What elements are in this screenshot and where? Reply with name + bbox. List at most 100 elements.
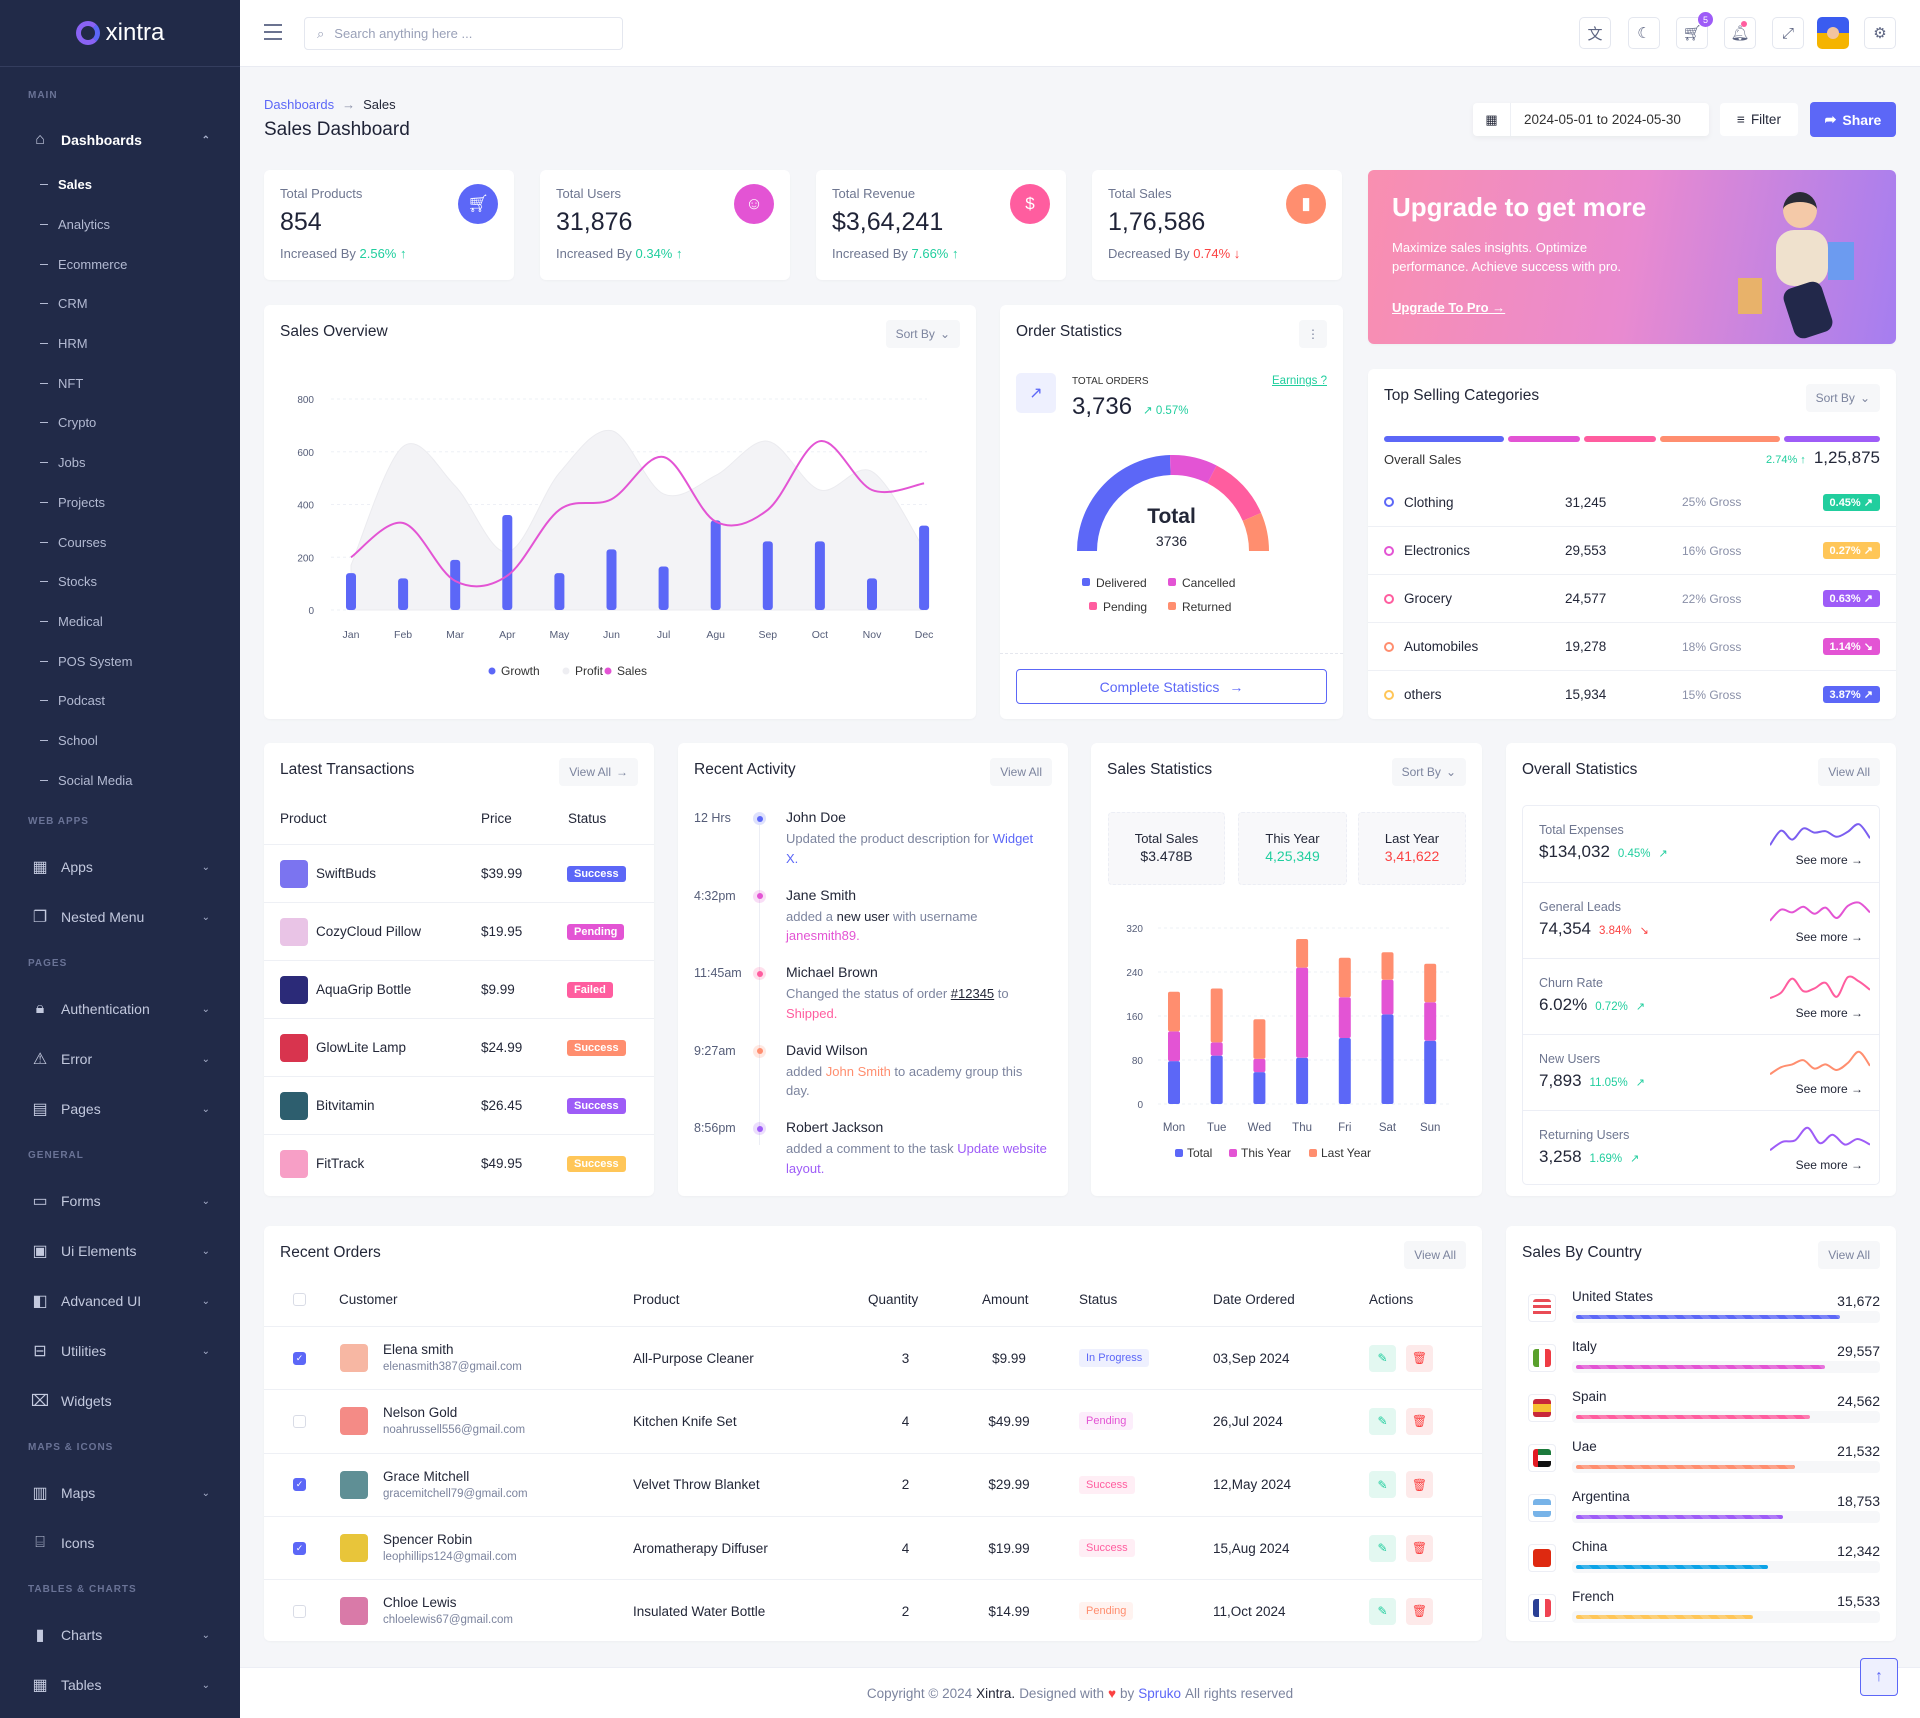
share-button[interactable]: ➦ Share xyxy=(1810,102,1896,137)
view-all-button[interactable]: View All xyxy=(1404,1241,1466,1269)
complete-statistics-button[interactable]: Complete Statistics → xyxy=(1016,669,1327,704)
table-row[interactable]: Nelson Gold noahrussell556@gmail.com Kitch… xyxy=(264,1389,1482,1452)
activity-link[interactable]: new user xyxy=(836,908,890,924)
sidebar-subitem-ecommerce[interactable]: Ecommerce xyxy=(0,244,240,284)
sidebar-item-nested-menu[interactable]: ❐ Nested Menu ⌄ xyxy=(0,892,240,942)
sidebar-subitem-crm[interactable]: CRM xyxy=(0,284,240,324)
table-row[interactable]: ✓ Spencer Robin leophillips124@gmail.com Ar… xyxy=(264,1515,1482,1579)
sidebar-subitem-hrm[interactable]: HRM xyxy=(0,324,240,364)
sort-by-dropdown[interactable]: Sort By ⌄ xyxy=(1391,758,1466,786)
notifications-button[interactable]: 🔔︎ xyxy=(1724,17,1756,49)
table-row[interactable]: FitTrack $49.95 Success xyxy=(264,1134,654,1192)
fullscreen-button[interactable]: ⤢ xyxy=(1772,17,1804,49)
earnings-link[interactable]: Earnings ? xyxy=(1272,375,1327,387)
edit-button[interactable]: ✎ xyxy=(1369,1344,1396,1372)
activity-link[interactable]: John Smith xyxy=(825,1063,891,1079)
sidebar-subitem-school[interactable]: School xyxy=(0,721,240,761)
sidebar-subitem-social-media[interactable]: Social Media xyxy=(0,760,240,800)
row-checkbox[interactable] xyxy=(293,1414,306,1428)
sidebar-item-widgets[interactable]: ⌧ Widgets xyxy=(0,1376,240,1426)
activity-link[interactable]: janesmith89. xyxy=(786,928,860,943)
see-more-link[interactable]: See more → xyxy=(1796,853,1863,867)
sidebar-item-forms[interactable]: ▭ Forms ⌄ xyxy=(0,1176,240,1226)
settings-button[interactable]: ⚙ xyxy=(1864,17,1896,49)
author-link[interactable]: Spruko xyxy=(1138,1685,1182,1701)
sidebar-item-advanced-ui[interactable]: ◧ Advanced UI ⌄ xyxy=(0,1276,240,1326)
view-all-button[interactable]: View All xyxy=(990,758,1052,786)
sidebar-subitem-medical[interactable]: Medical xyxy=(0,602,240,642)
row-checkbox[interactable] xyxy=(293,1604,306,1618)
edit-button[interactable]: ✎ xyxy=(1369,1407,1396,1435)
delete-button[interactable]: 🗑︎ xyxy=(1406,1344,1433,1372)
breadcrumb-dashboards[interactable]: Dashboards xyxy=(264,97,335,112)
upgrade-link[interactable]: Upgrade To Pro → xyxy=(1392,300,1506,315)
row-checkbox-checked[interactable]: ✓ xyxy=(293,1351,306,1365)
sidebar-item-icons[interactable]: ⌸ Icons xyxy=(0,1518,240,1568)
activity-link[interactable]: Shipped. xyxy=(786,1005,838,1021)
edit-button[interactable]: ✎ xyxy=(1369,1534,1396,1562)
view-all-button[interactable]: View All xyxy=(1818,1241,1880,1269)
delete-button[interactable]: 🗑︎ xyxy=(1406,1407,1433,1435)
table-row[interactable]: SwiftBuds $39.99 Success xyxy=(264,844,654,902)
logo[interactable]: xintra xyxy=(0,0,240,67)
sidebar-subitem-stocks[interactable]: Stocks xyxy=(0,562,240,602)
table-row[interactable]: Chloe Lewis chloelewis67@gmail.com Insulat… xyxy=(264,1579,1482,1642)
sort-by-dropdown[interactable]: Sort By ⌄ xyxy=(1805,384,1880,412)
sidebar-item-tables[interactable]: ▦ Tables ⌄ xyxy=(0,1660,240,1710)
sidebar-item-maps[interactable]: ▥ Maps ⌄ xyxy=(0,1468,240,1518)
sidebar-item-error[interactable]: ⚠ Error ⌄ xyxy=(0,1034,240,1084)
table-row[interactable]: ✓ Elena smith elenasmith387@gmail.com All-P… xyxy=(264,1326,1482,1389)
date-range-picker[interactable]: ▦ 2024-05-01 to 2024-05-30 xyxy=(1473,103,1709,136)
search-input[interactable] xyxy=(334,26,605,41)
row-checkbox-checked[interactable]: ✓ xyxy=(293,1541,306,1555)
sidebar-subitem-nft[interactable]: NFT xyxy=(0,363,240,403)
delete-button[interactable]: 🗑︎ xyxy=(1406,1471,1433,1499)
avatar[interactable] xyxy=(1817,17,1849,49)
see-more-link[interactable]: See more → xyxy=(1796,1158,1863,1172)
see-more-link[interactable]: See more → xyxy=(1796,1006,1863,1020)
table-row[interactable]: CozyCloud Pillow $19.95 Pending xyxy=(264,902,654,960)
see-more-link[interactable]: See more → xyxy=(1796,930,1863,944)
table-row[interactable]: ✓ Grace Mitchell gracemitchell79@gmail.com… xyxy=(264,1452,1482,1516)
sidebar-item-apps[interactable]: ▦ Apps ⌄ xyxy=(0,842,240,892)
search-box[interactable]: ⌕ xyxy=(304,17,623,50)
sidebar-item-pages[interactable]: ▤ Pages ⌄ xyxy=(0,1084,240,1134)
table-row[interactable]: AquaGrip Bottle $9.99 Failed xyxy=(264,960,654,1018)
more-options-button[interactable]: ⋮ xyxy=(1299,320,1327,348)
sidebar-subitem-sales[interactable]: Sales xyxy=(0,165,240,205)
sort-by-dropdown[interactable]: Sort By ⌄ xyxy=(885,320,960,348)
delete-button[interactable]: 🗑︎ xyxy=(1406,1534,1433,1562)
table-row[interactable]: GlowLite Lamp $24.99 Success xyxy=(264,1018,654,1076)
sidebar-item-ui-elements[interactable]: ▣ Ui Elements ⌄ xyxy=(0,1226,240,1276)
menu-toggle-icon[interactable] xyxy=(264,24,282,45)
sidebar-item-charts[interactable]: ▮ Charts ⌄ xyxy=(0,1610,240,1660)
view-all-button[interactable]: View All → xyxy=(559,758,638,786)
activity-link[interactable]: Widget X. xyxy=(786,831,1034,866)
sidebar-subitem-podcast[interactable]: Podcast xyxy=(0,681,240,721)
sidebar-subitem-jobs[interactable]: Jobs xyxy=(0,443,240,483)
see-more-link[interactable]: See more → xyxy=(1796,1082,1863,1096)
activity-link[interactable]: #12345 xyxy=(950,986,995,1001)
filter-button[interactable]: ≡ Filter xyxy=(1720,103,1798,136)
select-all-checkbox[interactable] xyxy=(293,1293,306,1306)
statistic-change: 1.69% xyxy=(1589,1153,1623,1165)
theme-toggle-button[interactable]: ☾ xyxy=(1628,17,1660,49)
edit-button[interactable]: ✎ xyxy=(1369,1471,1396,1499)
sidebar-subitem-courses[interactable]: Courses xyxy=(0,522,240,562)
sidebar-item-utilities[interactable]: ⊟ Utilities ⌄ xyxy=(0,1326,240,1376)
edit-button[interactable]: ✎ xyxy=(1369,1597,1396,1625)
language-button[interactable]: 文 xyxy=(1579,17,1611,49)
table-row[interactable]: Bitvitamin $26.45 Success xyxy=(264,1076,654,1134)
activity-link[interactable]: Update website layout. xyxy=(786,1141,1047,1176)
sidebar-item-dashboards[interactable]: ⌂ Dashboards ⌃ xyxy=(0,115,240,165)
sidebar-subitem-analytics[interactable]: Analytics xyxy=(0,205,240,245)
view-all-button[interactable]: View All xyxy=(1818,758,1880,786)
sidebar-item-authentication[interactable]: 🔒︎ Authentication ⌄ xyxy=(0,984,240,1034)
delete-button[interactable]: 🗑︎ xyxy=(1406,1597,1433,1625)
row-checkbox-checked[interactable]: ✓ xyxy=(293,1478,306,1492)
sidebar-subitem-pos-system[interactable]: POS System xyxy=(0,641,240,681)
sidebar-subitem-crypto[interactable]: Crypto xyxy=(0,403,240,443)
scroll-to-top-button[interactable]: ↑ xyxy=(1860,1658,1898,1696)
cart-button[interactable]: 🛒︎ 5 xyxy=(1676,12,1713,49)
sidebar-subitem-projects[interactable]: Projects xyxy=(0,483,240,523)
